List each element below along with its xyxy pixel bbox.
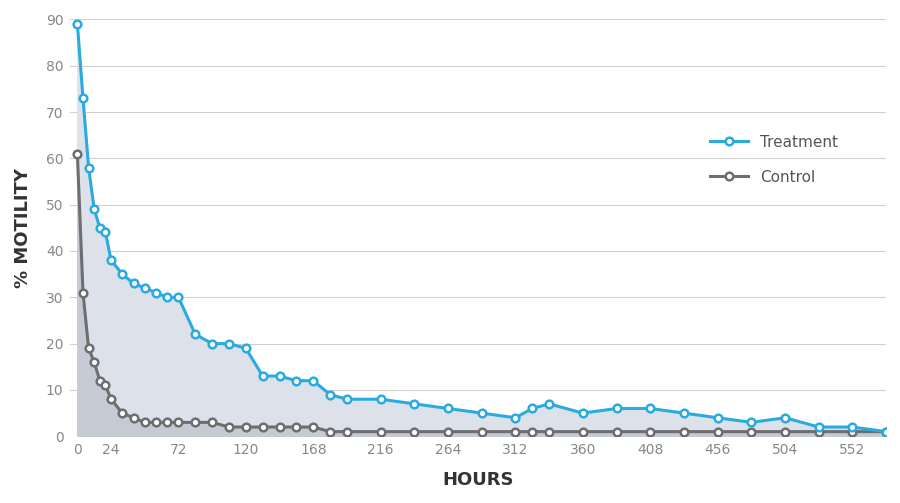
Treatment bbox=[291, 378, 302, 384]
Control bbox=[847, 429, 858, 435]
Control bbox=[83, 345, 94, 351]
Control bbox=[325, 429, 336, 435]
Treatment bbox=[105, 257, 116, 263]
Control bbox=[207, 420, 218, 426]
Control bbox=[526, 429, 537, 435]
Treatment bbox=[274, 373, 285, 379]
Control bbox=[140, 420, 150, 426]
Treatment bbox=[117, 271, 128, 277]
Control bbox=[510, 429, 521, 435]
Treatment bbox=[578, 410, 589, 416]
Treatment bbox=[779, 415, 790, 421]
Line: Control: Control bbox=[74, 150, 890, 436]
Control bbox=[443, 429, 454, 435]
Treatment bbox=[814, 424, 824, 430]
Treatment bbox=[375, 396, 386, 402]
Control bbox=[679, 429, 689, 435]
Treatment bbox=[140, 285, 150, 291]
Control bbox=[89, 359, 100, 365]
Control bbox=[190, 420, 201, 426]
Treatment bbox=[162, 294, 173, 300]
Treatment bbox=[72, 21, 83, 27]
Control bbox=[291, 424, 302, 430]
Treatment bbox=[409, 401, 419, 407]
Treatment bbox=[77, 95, 88, 101]
Control bbox=[150, 420, 161, 426]
Treatment bbox=[173, 294, 184, 300]
Control bbox=[128, 415, 139, 421]
Treatment bbox=[526, 405, 537, 411]
Control bbox=[257, 424, 268, 430]
Control bbox=[375, 429, 386, 435]
Treatment bbox=[746, 420, 757, 426]
Control bbox=[94, 378, 105, 384]
Control bbox=[814, 429, 824, 435]
Treatment bbox=[325, 391, 336, 397]
Treatment bbox=[190, 331, 201, 338]
Treatment bbox=[240, 345, 251, 351]
Line: Treatment: Treatment bbox=[74, 20, 890, 436]
Control bbox=[578, 429, 589, 435]
Treatment bbox=[510, 415, 521, 421]
Control bbox=[274, 424, 285, 430]
Treatment bbox=[611, 405, 622, 411]
Control bbox=[223, 424, 234, 430]
Treatment bbox=[223, 341, 234, 347]
Treatment bbox=[341, 396, 352, 402]
Control bbox=[100, 382, 111, 388]
Control bbox=[881, 429, 892, 435]
Treatment bbox=[443, 405, 454, 411]
Control bbox=[476, 429, 487, 435]
Treatment bbox=[712, 415, 723, 421]
Treatment bbox=[94, 225, 105, 231]
Treatment bbox=[128, 280, 139, 286]
Control bbox=[240, 424, 251, 430]
X-axis label: HOURS: HOURS bbox=[443, 471, 514, 489]
Treatment bbox=[644, 405, 655, 411]
Control bbox=[77, 290, 88, 296]
Treatment bbox=[544, 401, 554, 407]
Control bbox=[162, 420, 173, 426]
Control bbox=[341, 429, 352, 435]
Treatment bbox=[847, 424, 858, 430]
Control bbox=[117, 410, 128, 416]
Control bbox=[746, 429, 757, 435]
Control bbox=[308, 424, 319, 430]
Treatment bbox=[207, 341, 218, 347]
Treatment bbox=[679, 410, 689, 416]
Control bbox=[105, 396, 116, 402]
Control bbox=[409, 429, 419, 435]
Treatment bbox=[308, 378, 319, 384]
Y-axis label: % MOTILITY: % MOTILITY bbox=[14, 168, 32, 288]
Control bbox=[544, 429, 554, 435]
Treatment bbox=[257, 373, 268, 379]
Legend: Treatment, Control: Treatment, Control bbox=[702, 127, 846, 192]
Control bbox=[712, 429, 723, 435]
Treatment bbox=[881, 429, 892, 435]
Control bbox=[779, 429, 790, 435]
Treatment bbox=[89, 206, 100, 212]
Treatment bbox=[476, 410, 487, 416]
Control bbox=[611, 429, 622, 435]
Treatment bbox=[83, 164, 94, 171]
Control bbox=[644, 429, 655, 435]
Treatment bbox=[100, 229, 111, 235]
Control bbox=[72, 151, 83, 157]
Control bbox=[173, 420, 184, 426]
Treatment bbox=[150, 290, 161, 296]
